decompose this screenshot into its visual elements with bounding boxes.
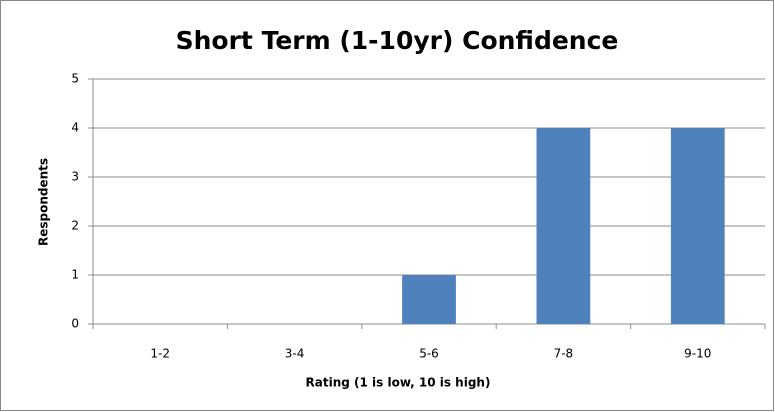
y-tick-label: 5 [71,72,79,86]
x-tick-label: 5-6 [419,347,439,361]
y-tick-label: 3 [71,170,79,184]
x-tick-label: 7-8 [554,347,574,361]
x-axis-label: Rating (1 is low, 10 is high) [306,376,491,390]
y-tick-label: 0 [71,317,79,331]
chart-title: Short Term (1-10yr) Confidence [176,26,619,55]
bar [536,128,591,324]
y-tick-label: 4 [71,121,79,135]
bar [670,128,725,324]
y-tick-label: 2 [71,219,79,233]
x-tick-label: 3-4 [285,347,305,361]
x-tick-label: 9-10 [684,347,711,361]
bar [402,275,456,324]
y-axis-label: Respondents [37,158,51,246]
y-tick-label: 1 [71,268,79,282]
x-tick-label: 1-2 [150,347,170,361]
